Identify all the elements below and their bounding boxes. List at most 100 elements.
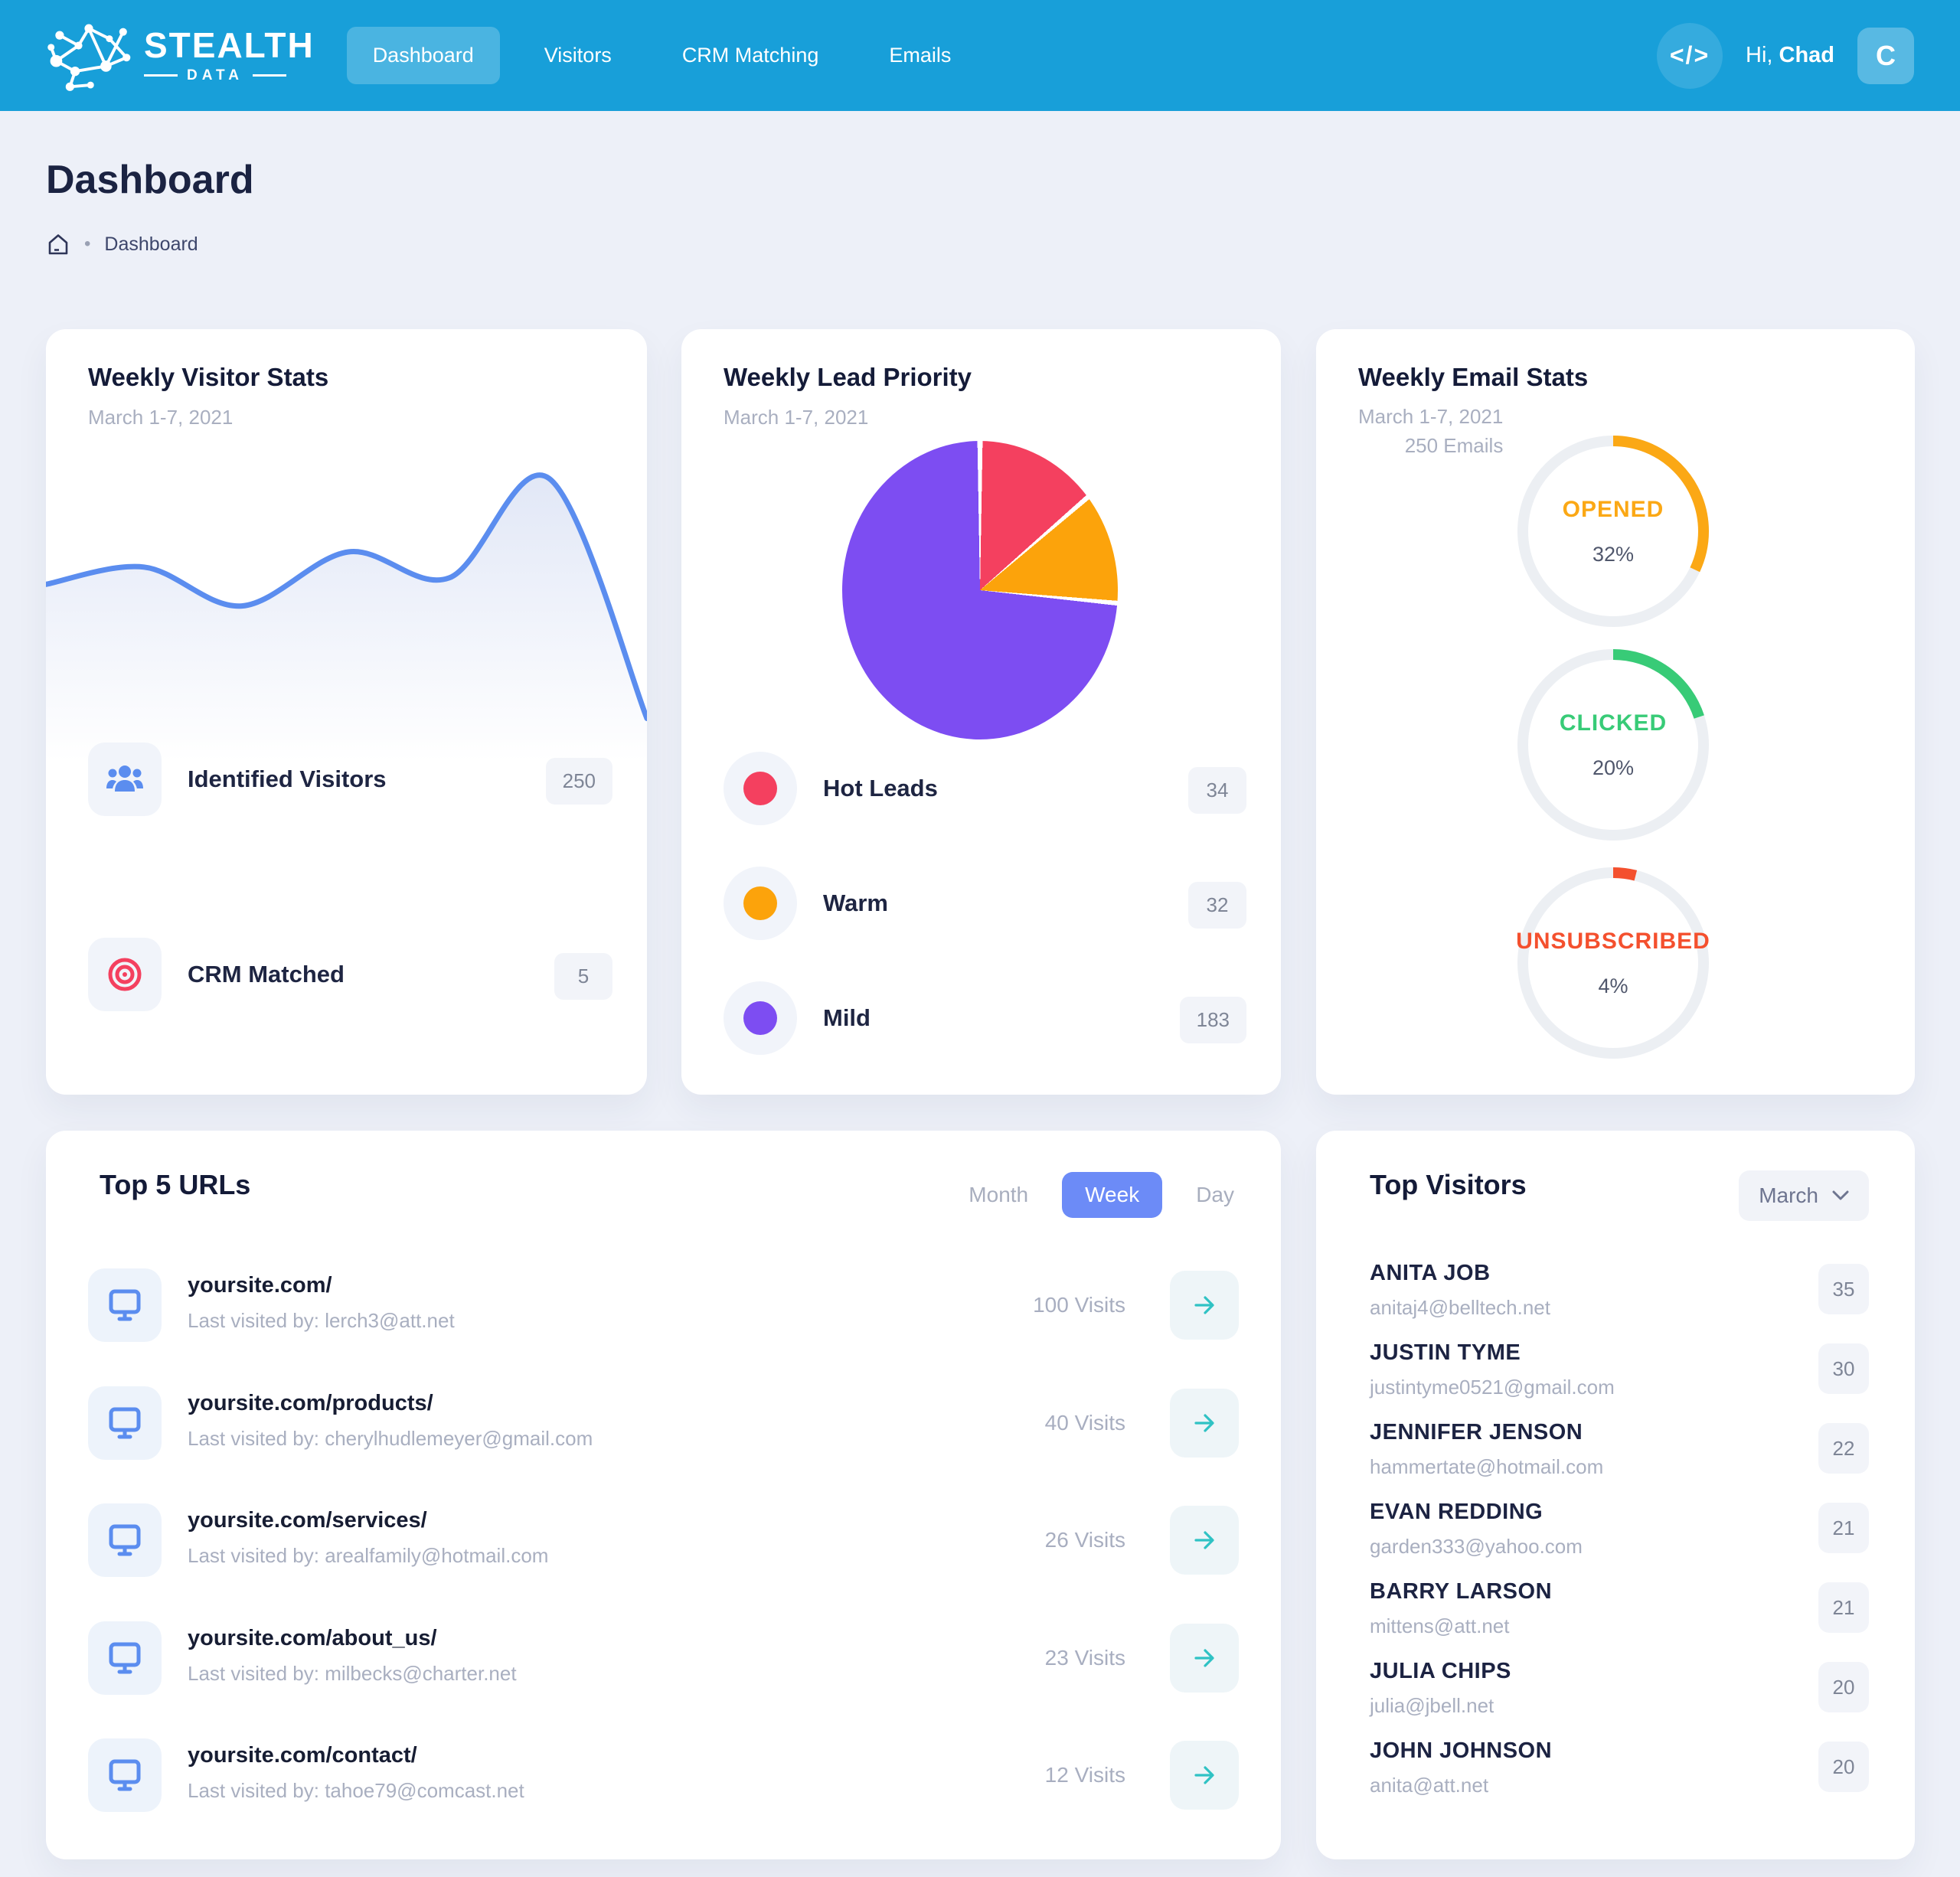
visitor-row: JENNIFER JENSON hammertate@hotmail.com 22 bbox=[1370, 1420, 1869, 1497]
monitor-icon-tile bbox=[88, 1268, 162, 1342]
visitor-line-chart bbox=[46, 472, 647, 762]
url-row: yoursite.com/products/Last visited by: c… bbox=[88, 1386, 1239, 1460]
nav-item-emails[interactable]: Emails bbox=[889, 44, 952, 67]
url-name[interactable]: yoursite.com/services/ bbox=[188, 1508, 427, 1533]
visitor-row: EVAN REDDING garden333@yahoo.com 21 bbox=[1370, 1500, 1869, 1576]
monitor-icon-tile bbox=[88, 1738, 162, 1812]
user-greeting: Hi, Chad bbox=[1746, 43, 1835, 67]
users-icon bbox=[106, 765, 143, 792]
clicked-ring-gauge bbox=[1517, 649, 1709, 841]
url-detail-button[interactable] bbox=[1170, 1506, 1239, 1575]
url-row: yoursite.com/services/Last visited by: a… bbox=[88, 1503, 1239, 1577]
hot-leads-dot-circle bbox=[724, 752, 797, 825]
crm-matched-count: 5 bbox=[554, 953, 612, 1000]
url-last-visited: Last visited by: tahoe79@comcast.net bbox=[188, 1779, 524, 1802]
card-title: Weekly Lead Priority bbox=[724, 363, 972, 391]
code-icon[interactable]: </> bbox=[1657, 22, 1723, 89]
breadcrumb-current[interactable]: Dashboard bbox=[104, 233, 198, 255]
unsubscribed-label: UNSUBSCRIBED bbox=[1516, 928, 1710, 954]
url-visit-count: 26 Visits bbox=[1044, 1528, 1125, 1552]
warm-count: 32 bbox=[1188, 882, 1246, 929]
toggle-day[interactable]: Day bbox=[1196, 1183, 1234, 1206]
hot-leads-count: 34 bbox=[1188, 767, 1246, 814]
card-title: Weekly Email Stats bbox=[1358, 363, 1589, 391]
logo-title: STEALTH bbox=[144, 24, 315, 65]
toggle-month[interactable]: Month bbox=[969, 1183, 1029, 1206]
mild-dot bbox=[743, 1001, 777, 1035]
visitor-email: hammertate@hotmail.com bbox=[1370, 1455, 1604, 1478]
url-text: yoursite.com/services/Last visited by: a… bbox=[188, 1508, 548, 1568]
crm-matched-label: CRM Matched bbox=[188, 961, 345, 987]
url-name[interactable]: yoursite.com/about_us/ bbox=[188, 1625, 437, 1650]
card-subtitle: March 1-7, 2021 bbox=[88, 406, 234, 429]
page-title: Dashboard bbox=[46, 158, 254, 202]
toggle-week[interactable]: Week bbox=[1062, 1172, 1163, 1218]
visitor-email: justintyme0521@gmail.com bbox=[1370, 1376, 1615, 1399]
target-icon bbox=[108, 958, 142, 991]
monitor-icon bbox=[109, 1524, 141, 1556]
url-detail-button[interactable] bbox=[1170, 1741, 1239, 1810]
identified-visitors-label: Identified Visitors bbox=[188, 765, 387, 792]
visitor-name: BARRY LARSON bbox=[1370, 1579, 1553, 1604]
hot-leads-dot bbox=[743, 772, 777, 805]
nav-item-crm-matching[interactable]: CRM Matching bbox=[681, 44, 819, 67]
url-name[interactable]: yoursite.com/products/ bbox=[188, 1390, 433, 1415]
nav-item-visitors[interactable]: Visitors bbox=[544, 44, 612, 67]
weekly-email-stats-card: Weekly Email Stats March 1-7, 2021 250 E… bbox=[1316, 329, 1915, 1095]
visitor-name: JOHN JOHNSON bbox=[1370, 1738, 1553, 1763]
visitor-name: JUSTIN TYME bbox=[1370, 1340, 1521, 1365]
url-name[interactable]: yoursite.com/ bbox=[188, 1273, 332, 1298]
opened-label: OPENED bbox=[1562, 496, 1664, 522]
visitor-email: mittens@att.net bbox=[1370, 1614, 1510, 1637]
clicked-ring: CLICKED 20% bbox=[1514, 645, 1713, 844]
user-name: Chad bbox=[1779, 43, 1835, 67]
url-visit-count: 40 Visits bbox=[1044, 1410, 1125, 1435]
url-detail-button[interactable] bbox=[1170, 1388, 1239, 1458]
opened-ring: OPENED 32% bbox=[1514, 432, 1713, 631]
home-icon[interactable] bbox=[46, 232, 70, 256]
nav-right-cluster: </> Hi, Chad C bbox=[1657, 22, 1914, 89]
card-subtitle: March 1-7, 2021 250 Emails bbox=[1358, 403, 1503, 460]
lead-priority-pie-chart bbox=[842, 441, 1118, 739]
url-detail-button[interactable] bbox=[1170, 1623, 1239, 1693]
visitor-name: JENNIFER JENSON bbox=[1370, 1420, 1583, 1444]
url-last-visited: Last visited by: lerch3@att.net bbox=[188, 1309, 455, 1332]
url-detail-button[interactable] bbox=[1170, 1271, 1239, 1340]
monitor-icon-tile bbox=[88, 1621, 162, 1695]
nav-menu: Dashboard Visitors CRM Matching Emails bbox=[346, 27, 978, 84]
url-name[interactable]: yoursite.com/contact/ bbox=[188, 1743, 417, 1768]
arrow-right-icon bbox=[1194, 1648, 1214, 1667]
monitor-icon bbox=[109, 1289, 141, 1321]
legend-row-mild: Mild 183 bbox=[724, 981, 1246, 1055]
users-icon-tile bbox=[88, 743, 162, 816]
logo-dash-right bbox=[252, 74, 286, 77]
month-filter-dropdown[interactable]: March bbox=[1739, 1170, 1869, 1221]
visitor-name: ANITA JOB bbox=[1370, 1261, 1491, 1285]
monitor-icon-tile bbox=[88, 1503, 162, 1577]
visitor-name: EVAN REDDING bbox=[1370, 1500, 1544, 1524]
url-row: yoursite.com/Last visited by: lerch3@att… bbox=[88, 1268, 1239, 1342]
url-row: yoursite.com/contact/Last visited by: ta… bbox=[88, 1738, 1239, 1812]
url-last-visited: Last visited by: cherylhudlemeyer@gmail.… bbox=[188, 1426, 593, 1450]
legend-row-hot-leads: Hot Leads 34 bbox=[724, 752, 1246, 825]
mild-label: Mild bbox=[823, 1004, 871, 1031]
url-visit-count: 12 Visits bbox=[1044, 1763, 1125, 1787]
visitor-count-badge: 20 bbox=[1818, 1742, 1869, 1792]
monitor-icon bbox=[109, 1642, 141, 1673]
avatar[interactable]: C bbox=[1857, 27, 1914, 84]
logo-dash-left bbox=[144, 74, 178, 77]
stealth-data-logo[interactable]: STEALTH DATA bbox=[46, 15, 315, 97]
crm-matched-row: CRM Matched 5 bbox=[88, 938, 612, 1011]
email-stats-date: March 1-7, 2021 bbox=[1358, 405, 1504, 428]
nav-item-dashboard[interactable]: Dashboard bbox=[346, 27, 500, 84]
visitor-count-badge: 20 bbox=[1818, 1662, 1869, 1712]
visitor-row: JOHN JOHNSON anita@att.net 20 bbox=[1370, 1738, 1869, 1815]
opened-percent: 32% bbox=[1592, 542, 1635, 566]
visitor-email: anita@att.net bbox=[1370, 1774, 1489, 1797]
url-visit-count: 23 Visits bbox=[1044, 1645, 1125, 1670]
top-visitors-card: Top Visitors March ANITA JOB anitaj4@bell… bbox=[1316, 1131, 1915, 1859]
visitor-count-badge: 21 bbox=[1818, 1582, 1869, 1633]
visitor-row: JULIA CHIPS julia@jbell.net 20 bbox=[1370, 1659, 1869, 1735]
url-text: yoursite.com/contact/Last visited by: ta… bbox=[188, 1743, 524, 1803]
url-row: yoursite.com/about_us/Last visited by: m… bbox=[88, 1621, 1239, 1695]
